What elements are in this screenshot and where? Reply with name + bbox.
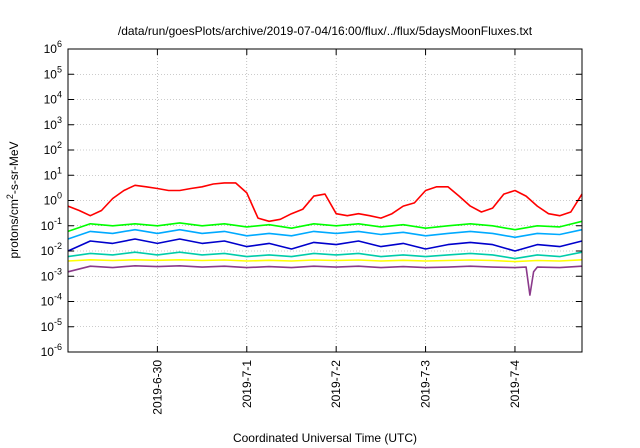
y-tick-labels: 10-6 10-5 10-4 10-3 10-2 10-1 100 101 102 103 104 1… <box>41 39 62 359</box>
series-line <box>67 264 583 296</box>
x-tick-label: 2019-7-2 <box>329 360 343 408</box>
y-tick-label: 10-2 <box>41 241 62 258</box>
y-tick-label: 10-3 <box>41 266 62 283</box>
series-line <box>67 258 583 263</box>
grid <box>68 49 582 352</box>
y-axis-label: protons/cm2-s-sr-MeV <box>5 141 21 258</box>
x-tick-label: 2019-6-30 <box>150 360 164 415</box>
x-tick-label: 2019-7-3 <box>419 360 433 408</box>
y-tick-label: 10-4 <box>41 292 62 309</box>
y-tick-label: 10-1 <box>41 216 62 233</box>
series-line <box>67 220 583 233</box>
series-line <box>67 182 583 223</box>
x-tick-label: 2019-7-1 <box>240 360 254 408</box>
y-tick-label: 102 <box>44 140 62 157</box>
x-tick-labels: 2019-6-30 2019-7-1 2019-7-2 2019-7-3 2019-7-… <box>150 360 522 415</box>
series-line <box>67 238 583 252</box>
y-tick-label: 10-5 <box>41 317 62 334</box>
y-tick-label: 100 <box>44 191 62 208</box>
x-axis-label: Coordinated Universal Time (UTC) <box>233 431 417 445</box>
series-group <box>67 182 583 296</box>
series-line <box>67 228 583 240</box>
y-tick-label: 105 <box>44 64 62 81</box>
y-tick-label: 104 <box>44 90 62 107</box>
y-tick-label: 106 <box>44 39 62 56</box>
x-tick-label: 2019-7-4 <box>508 360 522 408</box>
series-line <box>67 251 583 260</box>
y-tick-label: 103 <box>44 115 62 132</box>
y-tick-label: 10-6 <box>41 342 62 359</box>
chart-title: /data/run/goesPlots/archive/2019-07-04/1… <box>118 24 533 38</box>
plot-frame <box>67 48 583 353</box>
ticks <box>68 48 582 353</box>
y-tick-label: 101 <box>44 165 62 182</box>
